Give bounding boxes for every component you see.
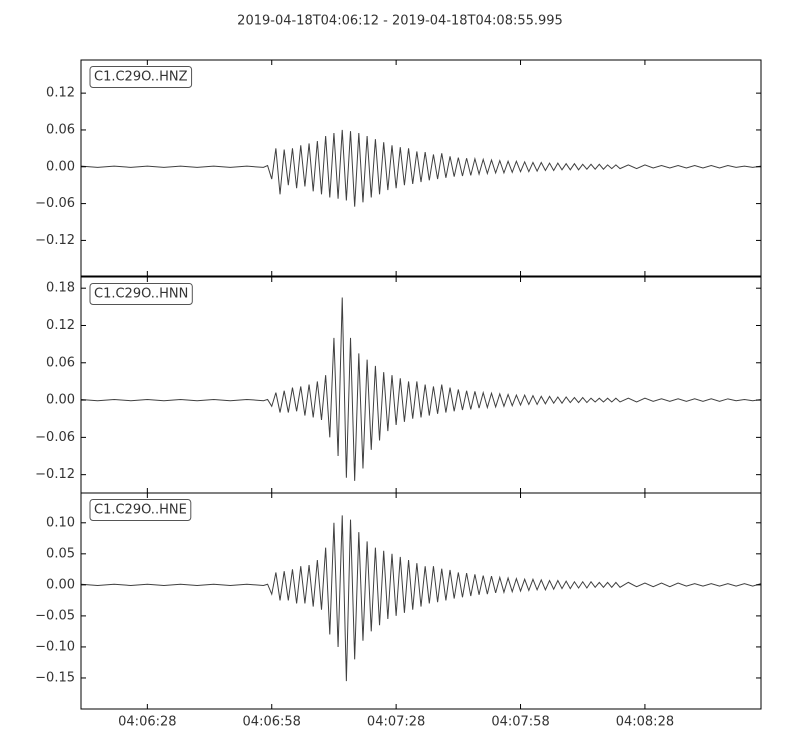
y-tick-label: 0.06: [46, 355, 75, 370]
y-tick-label: 0.00: [46, 393, 75, 408]
y-tick-label: 0.12: [46, 86, 75, 101]
y-tick-label: −0.05: [35, 608, 75, 623]
waveform: [81, 515, 761, 682]
x-tick-label: 04:07:58: [491, 715, 549, 730]
y-tick-label: 0.06: [46, 122, 75, 137]
y-tick-label: 0.18: [46, 281, 75, 296]
trace-label: C1.C29O..HNN: [94, 287, 188, 302]
trace-label-box: [89, 499, 192, 521]
trace-label-box: [89, 66, 193, 88]
trace-label-box: [89, 283, 193, 305]
y-tick-label: −0.12: [35, 467, 75, 482]
y-tick-label: −0.12: [35, 233, 75, 248]
waveform: [81, 129, 761, 207]
y-tick-label: 0.00: [46, 577, 75, 592]
y-tick-label: 0.05: [46, 546, 75, 561]
waveform: [81, 297, 761, 481]
y-tick-label: 0.10: [46, 515, 75, 530]
axes-frame: [80, 492, 762, 710]
plot-area: [81, 129, 761, 207]
x-tick-label: 04:07:28: [367, 715, 425, 730]
chart-title: 2019-04-18T04:06:12 - 2019-04-18T04:08:5…: [237, 14, 563, 29]
y-tick-label: 0.00: [46, 159, 75, 174]
trace-label: C1.C29O..HNZ: [94, 70, 188, 85]
x-tick-label: 04:06:58: [243, 715, 301, 730]
y-tick-label: −0.10: [35, 639, 75, 654]
plot-area: [81, 297, 761, 481]
axes-frame: [80, 59, 762, 277]
y-tick-label: −0.06: [35, 430, 75, 445]
trace-label: C1.C29O..HNE: [94, 503, 187, 518]
x-tick-label: 04:08:28: [616, 715, 674, 730]
y-tick-label: −0.06: [35, 196, 75, 211]
y-tick-label: 0.12: [46, 318, 75, 333]
plot-area: [81, 515, 761, 682]
x-tick-label: 04:06:28: [118, 715, 176, 730]
y-tick-label: −0.15: [35, 670, 75, 685]
